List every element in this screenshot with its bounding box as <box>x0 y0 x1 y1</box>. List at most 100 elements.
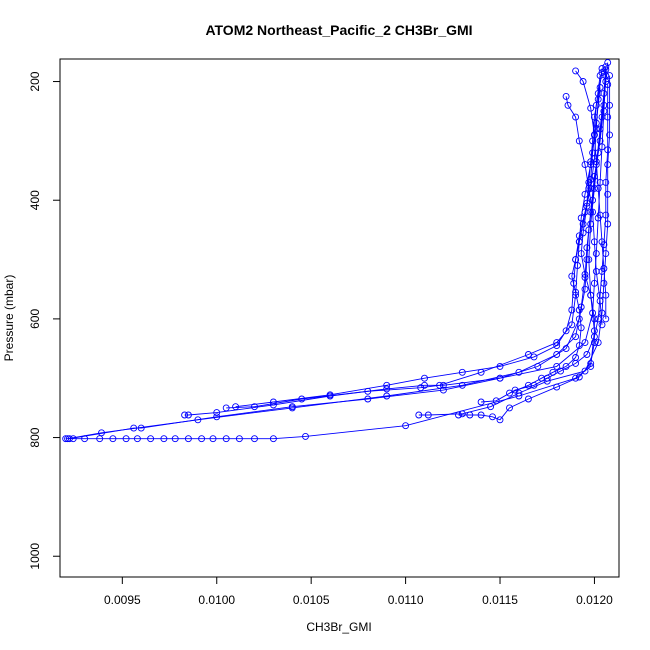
data-point <box>598 238 606 246</box>
data-point <box>524 351 532 358</box>
data-point <box>592 250 600 258</box>
data-point <box>557 367 564 375</box>
data-point <box>594 89 602 97</box>
y-tick-label: 200 <box>28 71 42 91</box>
data-point <box>587 359 595 367</box>
data-point <box>538 374 546 382</box>
data-point <box>598 143 606 151</box>
data-point <box>564 101 572 109</box>
data-point <box>585 184 593 192</box>
data-point <box>160 435 168 443</box>
series-line <box>565 96 603 325</box>
data-point <box>568 321 576 329</box>
series-line <box>575 70 607 319</box>
data-point <box>515 368 523 376</box>
data-point <box>596 137 604 145</box>
data-point <box>581 285 589 293</box>
data-point <box>606 131 614 139</box>
data-point <box>421 374 428 382</box>
data-point <box>581 367 589 375</box>
data-point <box>587 104 595 112</box>
data-point <box>575 342 583 350</box>
data-point <box>235 435 243 443</box>
data-point <box>553 383 561 391</box>
data-point <box>524 395 532 403</box>
data-point <box>600 107 608 115</box>
data-point <box>439 386 447 394</box>
data-point <box>598 321 606 329</box>
data-point <box>269 398 277 406</box>
data-point <box>524 381 532 389</box>
data-point <box>198 435 206 443</box>
data-point <box>506 404 513 412</box>
data-point <box>568 272 576 280</box>
data-point <box>602 291 610 299</box>
data-point <box>489 413 496 421</box>
data-point <box>587 291 595 299</box>
data-point <box>604 220 612 228</box>
data-point <box>288 403 296 411</box>
data-point <box>579 78 587 85</box>
data-point <box>109 435 117 443</box>
data-point <box>594 339 602 347</box>
y-tick-label: 600 <box>28 309 42 329</box>
x-tick-label: 0.0120 <box>576 593 613 607</box>
data-point <box>455 411 462 419</box>
series-line <box>69 66 607 440</box>
data-point <box>604 113 612 121</box>
data-point <box>477 398 485 406</box>
data-point <box>589 208 597 216</box>
series-line <box>184 75 607 416</box>
data-point <box>590 315 598 323</box>
y-axis: 200 400 600 800 1000 <box>28 71 61 570</box>
data-point <box>590 113 598 121</box>
data-point <box>553 342 561 350</box>
x-tick-label: 0.0115 <box>482 593 518 607</box>
data-point <box>572 333 580 341</box>
data-point <box>590 333 598 341</box>
data-point <box>458 410 466 418</box>
y-tick-label: 400 <box>28 190 42 210</box>
x-axis: 0.0095 0.0100 0.0105 0.0110 0.0115 0.0120 <box>104 576 613 607</box>
data-point <box>562 327 570 335</box>
data-point <box>575 373 583 381</box>
data-point <box>587 184 595 192</box>
data-point <box>181 411 189 419</box>
data-point <box>562 345 570 353</box>
data-point <box>477 411 485 419</box>
series-4 <box>181 72 610 419</box>
data-point <box>598 69 606 77</box>
data-point <box>572 113 580 121</box>
data-point <box>415 411 423 419</box>
data-point <box>530 353 538 361</box>
data-point <box>130 424 138 432</box>
data-point <box>596 297 604 305</box>
data-point <box>575 306 583 314</box>
y-tick-label: 800 <box>28 427 42 447</box>
data-point <box>579 220 587 228</box>
data-point <box>585 226 593 234</box>
data-point <box>589 196 597 204</box>
data-point <box>590 238 598 246</box>
series-line <box>481 84 609 403</box>
data-point <box>575 137 583 145</box>
data-point <box>577 324 585 332</box>
data-point <box>589 137 597 145</box>
data-point <box>251 403 258 411</box>
data-point <box>604 190 612 198</box>
data-point <box>583 256 591 264</box>
data-point <box>553 351 561 358</box>
data-point <box>606 72 614 80</box>
data-point <box>581 339 589 347</box>
data-point <box>326 391 334 399</box>
data-point <box>600 265 608 272</box>
data-point <box>553 362 561 370</box>
series-line <box>418 75 611 416</box>
data-point <box>604 161 612 169</box>
data-point <box>496 362 504 370</box>
data-point <box>421 381 428 389</box>
data-point <box>575 238 583 246</box>
data-point <box>572 374 580 382</box>
data-point <box>137 424 145 432</box>
data-point <box>570 279 578 287</box>
